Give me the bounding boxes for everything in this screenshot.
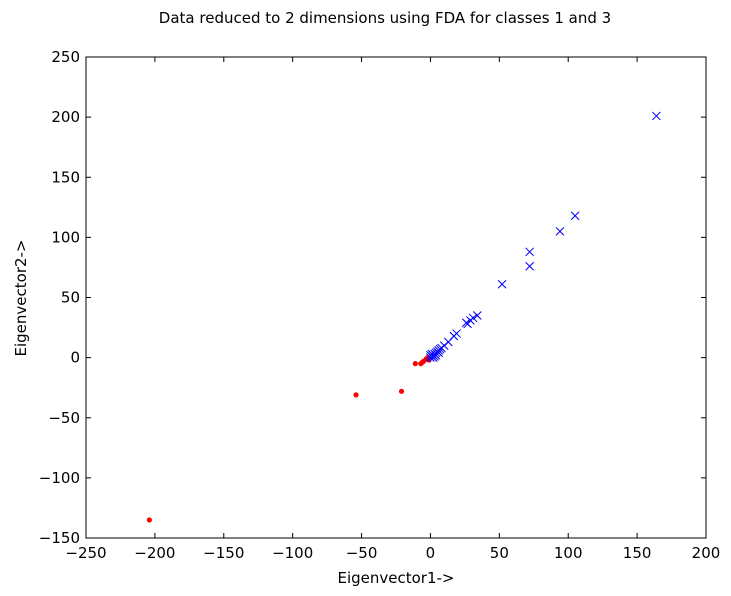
point-x: [525, 247, 534, 257]
x-tick-label: −100: [272, 544, 313, 562]
y-tick-label: 50: [61, 289, 80, 307]
x-tick-label: 50: [490, 544, 509, 562]
axis-ticks: [85, 56, 707, 539]
y-axis-label: Eigenvector2->: [12, 239, 30, 356]
point-x: [525, 261, 534, 271]
y-tick-label: 100: [51, 228, 80, 246]
point-x: [472, 311, 482, 320]
point-x: [570, 211, 580, 221]
point-dot: [146, 517, 152, 523]
point-dot: [412, 361, 418, 367]
x-tick-label: 0: [426, 544, 436, 562]
point-x: [461, 318, 471, 328]
y-tick-label: 200: [51, 108, 80, 126]
point-dot: [398, 388, 405, 394]
x-tick-label: −150: [203, 544, 244, 562]
y-tick-label: −150: [39, 529, 80, 547]
point-x: [466, 315, 475, 325]
point-x: [426, 353, 435, 362]
chart-title: Data reduced to 2 dimensions using FDA f…: [159, 9, 611, 27]
x-tick-label: 100: [554, 544, 583, 562]
y-tick-label: 150: [51, 168, 80, 186]
plot-frame: [85, 56, 707, 539]
x-tick-label: −50: [346, 544, 378, 562]
data-points: [146, 111, 661, 523]
y-tick-label: 0: [70, 349, 80, 367]
y-tick-label: −100: [39, 469, 80, 487]
point-x: [426, 350, 435, 360]
x-tick-label: 200: [692, 544, 721, 562]
point-x: [555, 227, 565, 236]
y-tick-label: 250: [51, 48, 80, 66]
tick-labels: −250 −200 −150 −100 −50 0 50 100 150 200 −150 −100 −…: [39, 48, 721, 562]
point-x: [652, 111, 661, 121]
y-tick-label: −50: [48, 409, 80, 427]
x-tick-label: −250: [65, 544, 106, 562]
point-dot: [353, 392, 359, 398]
x-axis-label: Eigenvector1->: [337, 569, 454, 587]
x-tick-label: 150: [623, 544, 652, 562]
x-tick-label: −200: [134, 544, 175, 562]
point-x: [497, 279, 507, 289]
